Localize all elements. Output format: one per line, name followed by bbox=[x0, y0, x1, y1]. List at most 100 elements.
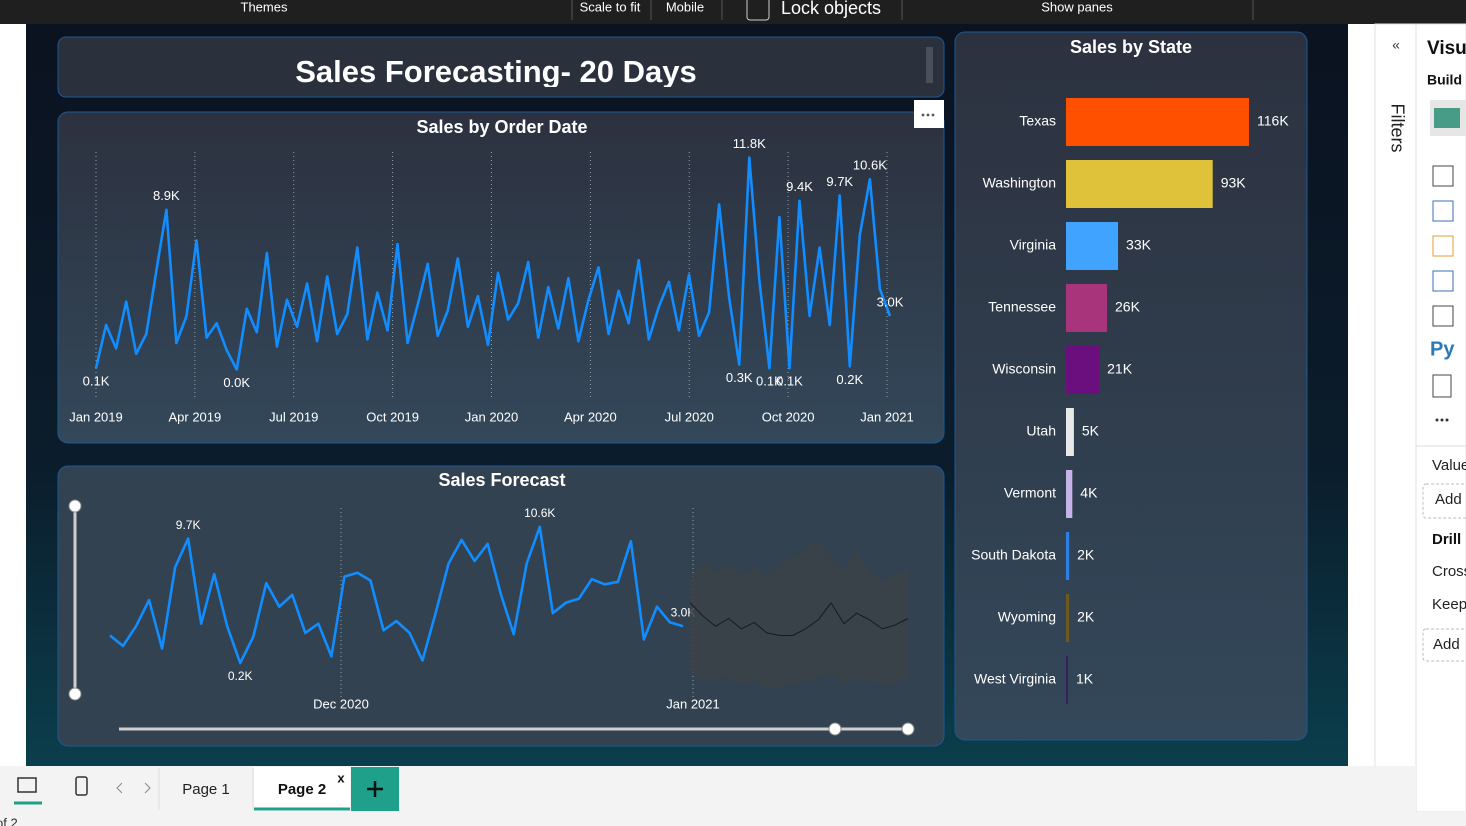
bar bbox=[1066, 284, 1108, 332]
x-tick-label: Dec 2020 bbox=[313, 696, 369, 711]
add-label[interactable]: Add bbox=[1433, 636, 1460, 653]
add-field[interactable] bbox=[1422, 628, 1466, 662]
status-text: of 2 bbox=[0, 815, 18, 826]
x-tick-label: Apr 2020 bbox=[564, 409, 617, 424]
order-date-panel[interactable] bbox=[57, 111, 945, 444]
more-dot[interactable] bbox=[921, 113, 925, 117]
data-label: 0.1K bbox=[756, 374, 783, 389]
slider-handle[interactable] bbox=[828, 722, 842, 736]
slider-handle[interactable] bbox=[901, 722, 915, 736]
active-tab[interactable] bbox=[254, 767, 350, 811]
data-label: 10.6K bbox=[853, 158, 887, 173]
values-label: Value bbox=[1432, 457, 1466, 474]
visual-icon[interactable] bbox=[1432, 305, 1454, 327]
category-label: Wisconsin bbox=[992, 361, 1056, 377]
visualizations-pane bbox=[1415, 23, 1466, 813]
bar bbox=[1066, 656, 1068, 704]
x-tick-label: Oct 2020 bbox=[762, 409, 815, 424]
prev-page[interactable] bbox=[116, 782, 123, 794]
status-bar bbox=[0, 812, 1466, 826]
more-dot[interactable] bbox=[1445, 418, 1449, 422]
category-label: West Virginia bbox=[974, 671, 1056, 687]
state-panel[interactable] bbox=[954, 31, 1308, 741]
bar bbox=[1066, 408, 1074, 456]
visual-icon[interactable] bbox=[1432, 235, 1454, 257]
toolbar-themes[interactable]: Themes bbox=[241, 0, 288, 14]
collapse-icon[interactable]: « bbox=[1392, 37, 1400, 53]
pane-title: Visu bbox=[1427, 38, 1466, 59]
series-line bbox=[94, 156, 892, 371]
page-tab[interactable]: Page 2 bbox=[278, 781, 326, 798]
build-tab[interactable]: Build bbox=[1427, 72, 1462, 88]
chart-title: Sales by Order Date bbox=[416, 117, 587, 137]
title-panel bbox=[57, 36, 945, 98]
data-label: 0.3K bbox=[726, 370, 753, 385]
page-bar bbox=[0, 766, 1416, 812]
toolbar-lock[interactable]: Lock objects bbox=[781, 0, 881, 18]
right-margin bbox=[1348, 24, 1375, 766]
data-label: 3.0K bbox=[671, 605, 696, 619]
data-label: 0.1K bbox=[83, 374, 110, 389]
python-visual[interactable]: Py bbox=[1430, 338, 1455, 360]
x-tick-label: Jul 2019 bbox=[269, 409, 318, 424]
data-label: 33K bbox=[1126, 237, 1152, 253]
data-label: 9.4K bbox=[786, 179, 813, 194]
x-tick-label: Jul 2020 bbox=[665, 409, 714, 424]
data-label: 10.6K bbox=[524, 506, 555, 520]
visual-icon[interactable] bbox=[1432, 270, 1454, 292]
category-label: South Dakota bbox=[971, 547, 1056, 563]
more-dot[interactable] bbox=[1440, 418, 1444, 422]
visual-icon[interactable] bbox=[1434, 108, 1460, 128]
lock-checkbox[interactable] bbox=[746, 0, 770, 21]
data-label: 93K bbox=[1221, 175, 1247, 191]
data-label: 26K bbox=[1115, 299, 1141, 315]
data-label: 9.7K bbox=[176, 518, 201, 532]
data-label: 1K bbox=[1076, 671, 1094, 687]
filters-label[interactable]: Filters bbox=[1387, 104, 1407, 153]
data-label: 0.1K bbox=[776, 374, 803, 389]
cross-label: Cross bbox=[1432, 563, 1466, 580]
x-tick-label: Apr 2019 bbox=[168, 409, 221, 424]
report-title: Sales Forecasting- 20 Days bbox=[295, 54, 696, 89]
bar bbox=[1066, 532, 1070, 580]
mobile-view[interactable] bbox=[75, 776, 88, 796]
toolbar-mobile[interactable]: Mobile bbox=[666, 0, 704, 14]
series-line bbox=[689, 602, 909, 636]
toolbar bbox=[0, 0, 1466, 24]
bar bbox=[1066, 222, 1119, 270]
data-label: 0.2K bbox=[228, 669, 253, 683]
add-field[interactable] bbox=[1422, 483, 1466, 519]
visual-icon[interactable] bbox=[1432, 165, 1454, 187]
toolbar-scale[interactable]: Scale to fit bbox=[580, 0, 641, 14]
desktop-view[interactable] bbox=[17, 777, 37, 793]
keep-label: Keep bbox=[1432, 596, 1466, 613]
data-label: 116K bbox=[1257, 113, 1289, 129]
more-dot[interactable] bbox=[1435, 418, 1439, 422]
toolbar-show-panes[interactable]: Show panes bbox=[1041, 0, 1113, 14]
data-label: 2K bbox=[1077, 547, 1095, 563]
x-tick-label: Jan 2020 bbox=[465, 409, 519, 424]
add-page-icon[interactable] bbox=[367, 781, 383, 797]
slider-handle[interactable] bbox=[68, 499, 82, 513]
more-dot[interactable] bbox=[926, 113, 930, 117]
more-dot[interactable] bbox=[931, 113, 935, 117]
close-tab[interactable]: x bbox=[337, 770, 345, 785]
next-page[interactable] bbox=[144, 782, 151, 794]
x-tick-label: Jan 2019 bbox=[69, 409, 123, 424]
page-tab[interactable]: Page 1 bbox=[182, 781, 230, 798]
visual-icon[interactable] bbox=[1432, 374, 1452, 398]
drill-label: Drill bbox=[1432, 531, 1461, 548]
data-label: 8.9K bbox=[153, 188, 180, 203]
data-label: 5K bbox=[1082, 423, 1100, 439]
slider-handle[interactable] bbox=[68, 687, 82, 701]
data-label: 4K bbox=[1080, 485, 1098, 501]
forecast-band bbox=[690, 541, 908, 688]
visual-icon[interactable] bbox=[1432, 200, 1454, 222]
category-label: Tennessee bbox=[988, 299, 1056, 315]
add-label[interactable]: Add bbox=[1435, 491, 1462, 508]
bar bbox=[1066, 594, 1070, 642]
data-label: 0.2K bbox=[836, 372, 863, 387]
more-options[interactable] bbox=[914, 100, 944, 128]
